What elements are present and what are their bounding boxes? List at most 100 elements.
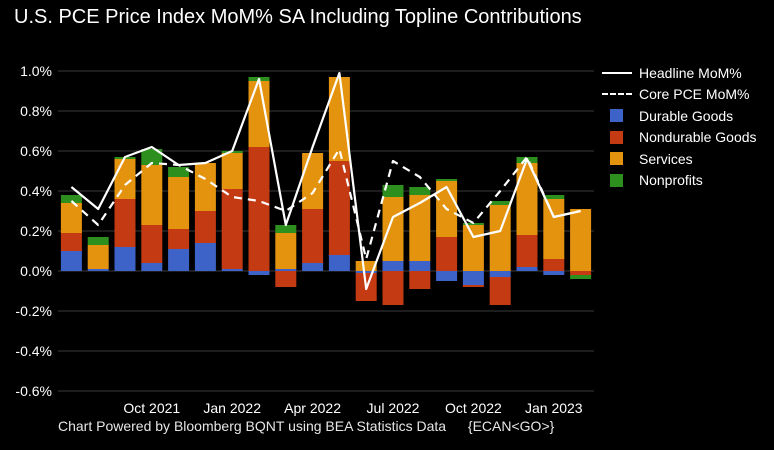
bar-services xyxy=(221,153,243,189)
bar-nonprofits xyxy=(543,195,565,199)
bar-nonprofits xyxy=(87,237,109,245)
bar-nonprofits xyxy=(570,275,592,279)
bar-nondurable-goods xyxy=(436,237,458,271)
bar-nondurable-goods xyxy=(516,235,538,267)
bar-layer xyxy=(60,77,592,305)
bar-durable-goods xyxy=(114,247,136,271)
bar-durable-goods xyxy=(194,243,216,271)
legend-durable-swatch-icon xyxy=(610,109,623,123)
bar-durable-goods xyxy=(355,271,377,273)
bar-durable-goods xyxy=(328,255,350,271)
legend: Headline MoM% Core PCE MoM% Durable Good… xyxy=(602,62,757,191)
bar-durable-goods xyxy=(302,263,324,271)
bar-nondurable-goods xyxy=(382,271,404,305)
bar-services xyxy=(60,203,82,233)
bar-nondurable-goods xyxy=(462,285,484,287)
x-tick-label: Oct 2021 xyxy=(123,400,180,416)
y-tick-label: 0.0% xyxy=(20,263,52,279)
bar-services xyxy=(194,163,216,211)
bar-nondurable-goods xyxy=(141,225,163,263)
y-tick-label: 0.8% xyxy=(20,103,52,119)
y-tick-label: -0.4% xyxy=(15,343,52,359)
legend-item-durable: Durable Goods xyxy=(602,105,757,127)
bar-services xyxy=(141,165,163,225)
bar-nondurable-goods xyxy=(570,271,592,275)
legend-nondurable-swatch-icon xyxy=(610,130,623,144)
y-axis-ticks: 1.0% 0.8% 0.6% 0.4% 0.2% 0.0% -0.2% -0.4% -0.6% xyxy=(15,63,52,399)
bar-services xyxy=(516,163,538,235)
bar-services xyxy=(87,245,109,269)
line-core-pce-mom- xyxy=(70,147,581,261)
legend-nonprofits-swatch-icon xyxy=(610,173,623,187)
y-tick-label: -0.6% xyxy=(15,383,52,399)
legend-label-core: Core PCE MoM% xyxy=(639,86,750,103)
legend-label-headline: Headline MoM% xyxy=(639,64,742,81)
line-headline-mom- xyxy=(70,71,581,291)
legend-item-nonprofits: Nonprofits xyxy=(602,170,757,192)
bar-durable-goods xyxy=(462,271,484,285)
x-tick-label: Jul 2022 xyxy=(367,400,420,416)
legend-item-core: Core PCE MoM% xyxy=(602,84,757,106)
bar-nondurable-goods xyxy=(60,233,82,251)
footer-code: {ECAN<GO>} xyxy=(467,418,555,434)
legend-label-durable: Durable Goods xyxy=(639,107,734,124)
bar-services xyxy=(409,195,431,261)
bar-nonprofits xyxy=(409,187,431,195)
bar-nondurable-goods xyxy=(302,209,324,263)
bar-nonprofits xyxy=(436,179,458,181)
legend-solid-line-icon xyxy=(602,71,632,74)
bar-nondurable-goods xyxy=(489,277,511,305)
line-layer xyxy=(70,71,581,291)
y-tick-label: 0.4% xyxy=(20,183,52,199)
legend-label-services: Services xyxy=(639,150,693,167)
bar-durable-goods xyxy=(60,251,82,271)
legend-label-nonprofits: Nonprofits xyxy=(639,172,703,189)
y-tick-label: -0.2% xyxy=(15,303,52,319)
bar-services xyxy=(114,159,136,199)
bar-nondurable-goods xyxy=(328,161,350,255)
bar-durable-goods xyxy=(87,269,109,271)
bar-durable-goods xyxy=(409,261,431,271)
legend-item-nondurable: Nondurable Goods xyxy=(602,127,757,149)
bar-durable-goods xyxy=(141,263,163,271)
y-tick-label: 0.2% xyxy=(20,223,52,239)
bar-nonprofits xyxy=(168,167,190,177)
bar-services xyxy=(489,205,511,271)
bar-durable-goods xyxy=(543,271,565,275)
x-tick-label: Jan 2022 xyxy=(203,400,261,416)
x-tick-label: Jan 2023 xyxy=(525,400,583,416)
legend-services-swatch-icon xyxy=(610,152,623,166)
bar-services xyxy=(248,81,270,147)
bar-nondurable-goods xyxy=(221,189,243,269)
chart-footer: Chart Powered by Bloomberg BQNT using BE… xyxy=(58,418,554,434)
grid-layer xyxy=(58,70,594,392)
bar-nonprofits xyxy=(141,149,163,165)
bar-services xyxy=(543,199,565,259)
y-tick-label: 0.6% xyxy=(20,143,52,159)
bar-nonprofits xyxy=(60,195,82,203)
x-tick-label: Apr 2022 xyxy=(284,400,341,416)
bar-durable-goods xyxy=(382,261,404,271)
bar-durable-goods xyxy=(516,267,538,271)
bar-nondurable-goods xyxy=(114,199,136,247)
bar-services xyxy=(570,209,592,271)
legend-item-headline: Headline MoM% xyxy=(602,62,757,84)
bar-nonprofits xyxy=(489,201,511,205)
x-axis-ticks: Oct 2021 Jan 2022 Apr 2022 Jul 2022 Oct 2022… xyxy=(123,400,582,416)
legend-label-nondurable: Nondurable Goods xyxy=(639,129,757,146)
bar-services xyxy=(355,261,377,271)
bar-services xyxy=(302,153,324,209)
bar-nondurable-goods xyxy=(275,271,297,287)
y-tick-label: 1.0% xyxy=(20,63,52,79)
bar-services xyxy=(382,197,404,261)
bar-nondurable-goods xyxy=(409,271,431,289)
bar-services xyxy=(328,77,350,161)
bar-nondurable-goods xyxy=(168,229,190,249)
bar-services xyxy=(168,177,190,229)
bar-nondurable-goods xyxy=(543,259,565,271)
footer-source: Chart Powered by Bloomberg BQNT using BE… xyxy=(58,418,447,434)
legend-item-services: Services xyxy=(602,148,757,170)
bar-nonprofits xyxy=(275,225,297,233)
bar-durable-goods xyxy=(275,269,297,271)
